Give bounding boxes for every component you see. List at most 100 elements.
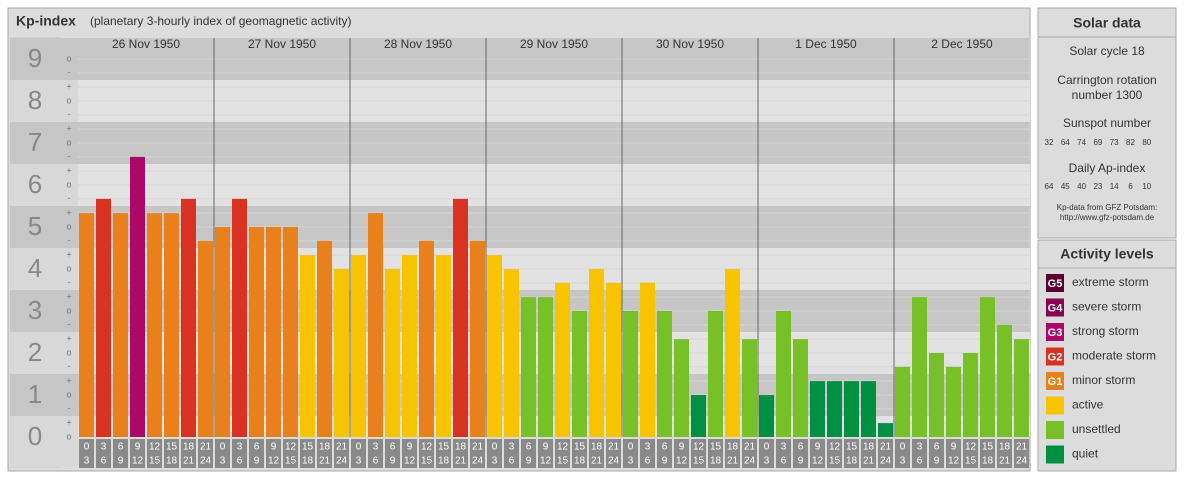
bar — [334, 269, 349, 437]
hour-box — [929, 439, 944, 468]
minor-tick-label: - — [68, 67, 71, 77]
x-tick-label: 18 — [438, 456, 450, 467]
bar — [283, 227, 298, 437]
chart-title: Kp-index — [16, 13, 76, 29]
hour-box — [606, 439, 621, 468]
x-tick-label: 21 — [608, 442, 620, 453]
hour-box — [572, 439, 587, 468]
hour-box — [470, 439, 485, 468]
legend-swatch — [1046, 372, 1064, 390]
x-tick-label: 12 — [404, 456, 416, 467]
minor-tick-label: + — [66, 208, 71, 218]
x-tick-label: 0 — [628, 442, 634, 453]
hour-box — [147, 439, 162, 468]
x-tick-label: 3 — [84, 456, 90, 467]
minor-tick-label: o — [66, 347, 71, 357]
day-label: 1 Dec 1950 — [795, 37, 857, 51]
hour-box — [181, 439, 196, 468]
x-tick-label: 0 — [220, 442, 226, 453]
x-tick-label: 12 — [132, 456, 144, 467]
hour-box — [538, 439, 553, 468]
x-tick-label: 24 — [608, 456, 620, 467]
bar — [419, 240, 434, 437]
x-tick-label: 6 — [526, 442, 532, 453]
x-tick-label: 3 — [356, 456, 362, 467]
bar — [793, 339, 808, 437]
hour-box — [708, 439, 723, 468]
hour-box — [1014, 439, 1029, 468]
chart-subtitle: (planetary 3-hourly index of geomagnetic… — [90, 14, 351, 28]
minor-tick-label: - — [68, 277, 71, 287]
bar — [266, 227, 281, 437]
x-tick-label: 0 — [900, 442, 906, 453]
minor-tick-label: + — [66, 418, 71, 428]
legend-badge: G5 — [1048, 278, 1063, 290]
x-tick-label: 15 — [965, 456, 977, 467]
minor-tick-label: - — [68, 319, 71, 329]
x-tick-label: 18 — [574, 456, 586, 467]
x-tick-label: 15 — [421, 456, 433, 467]
sunspot-number: 69 — [1093, 138, 1102, 147]
y-band — [10, 122, 78, 164]
legend-swatch — [1046, 347, 1064, 366]
bar — [470, 240, 485, 437]
x-tick-label: 12 — [812, 456, 824, 467]
x-tick-label: 24 — [1016, 456, 1028, 467]
x-tick-label: 12 — [268, 456, 280, 467]
hour-box — [521, 439, 536, 468]
minor-tick-label: + — [66, 124, 71, 134]
x-tick-label: 3 — [220, 456, 226, 467]
hour-box — [742, 439, 757, 468]
day-label: 30 Nov 1950 — [656, 37, 724, 51]
bar — [878, 423, 893, 437]
x-tick-label: 24 — [744, 456, 756, 467]
x-tick-label: 12 — [693, 442, 705, 453]
minor-tick-label: o — [66, 389, 71, 399]
legend-swatch — [1046, 445, 1064, 464]
x-tick-label: 6 — [254, 442, 260, 453]
x-tick-label: 6 — [798, 442, 804, 453]
source: Kp-data from GFZ Potsdam: — [1057, 203, 1157, 212]
bar — [1014, 339, 1029, 437]
carrington: number 1300 — [1072, 88, 1143, 102]
x-tick-label: 15 — [302, 442, 314, 453]
hour-box — [96, 439, 111, 468]
solar-cycle: Solar cycle 18 — [1069, 44, 1145, 58]
hour-box — [861, 439, 876, 468]
y-band — [10, 80, 78, 122]
x-tick-label: 6 — [101, 456, 107, 467]
carrington: Carrington rotation — [1057, 73, 1156, 87]
bar — [453, 198, 468, 437]
sunspot-label: Sunspot number — [1063, 116, 1151, 130]
ap-value: 14 — [1110, 182, 1119, 191]
x-tick-label: 6 — [934, 442, 940, 453]
y-band — [10, 164, 78, 206]
hour-box — [453, 439, 468, 468]
y-tick-label: 9 — [28, 43, 42, 73]
ap-value: 45 — [1061, 182, 1070, 191]
x-tick-label: 18 — [183, 442, 195, 453]
hour-box — [793, 439, 808, 468]
x-tick-label: 3 — [764, 456, 770, 467]
hour-box — [198, 439, 213, 468]
sunspot-number: 73 — [1110, 138, 1119, 147]
hour-box — [334, 439, 349, 468]
x-tick-label: 18 — [863, 442, 875, 453]
legend-swatch — [1046, 274, 1064, 292]
bar — [79, 213, 94, 437]
x-tick-label: 15 — [829, 456, 841, 467]
bar — [215, 227, 230, 437]
x-tick-label: 12 — [421, 442, 433, 453]
y-band — [10, 290, 78, 332]
x-tick-label: 3 — [373, 442, 379, 453]
x-tick-label: 9 — [407, 442, 413, 453]
hour-box — [113, 439, 128, 468]
bar — [742, 339, 757, 437]
sunspot-number: 32 — [1045, 138, 1054, 147]
x-tick-label: 9 — [254, 456, 260, 467]
hour-box — [419, 439, 434, 468]
bar — [572, 311, 587, 437]
hour-box — [385, 439, 400, 468]
minor-tick-label: - — [68, 193, 71, 203]
x-tick-label: 18 — [302, 456, 314, 467]
